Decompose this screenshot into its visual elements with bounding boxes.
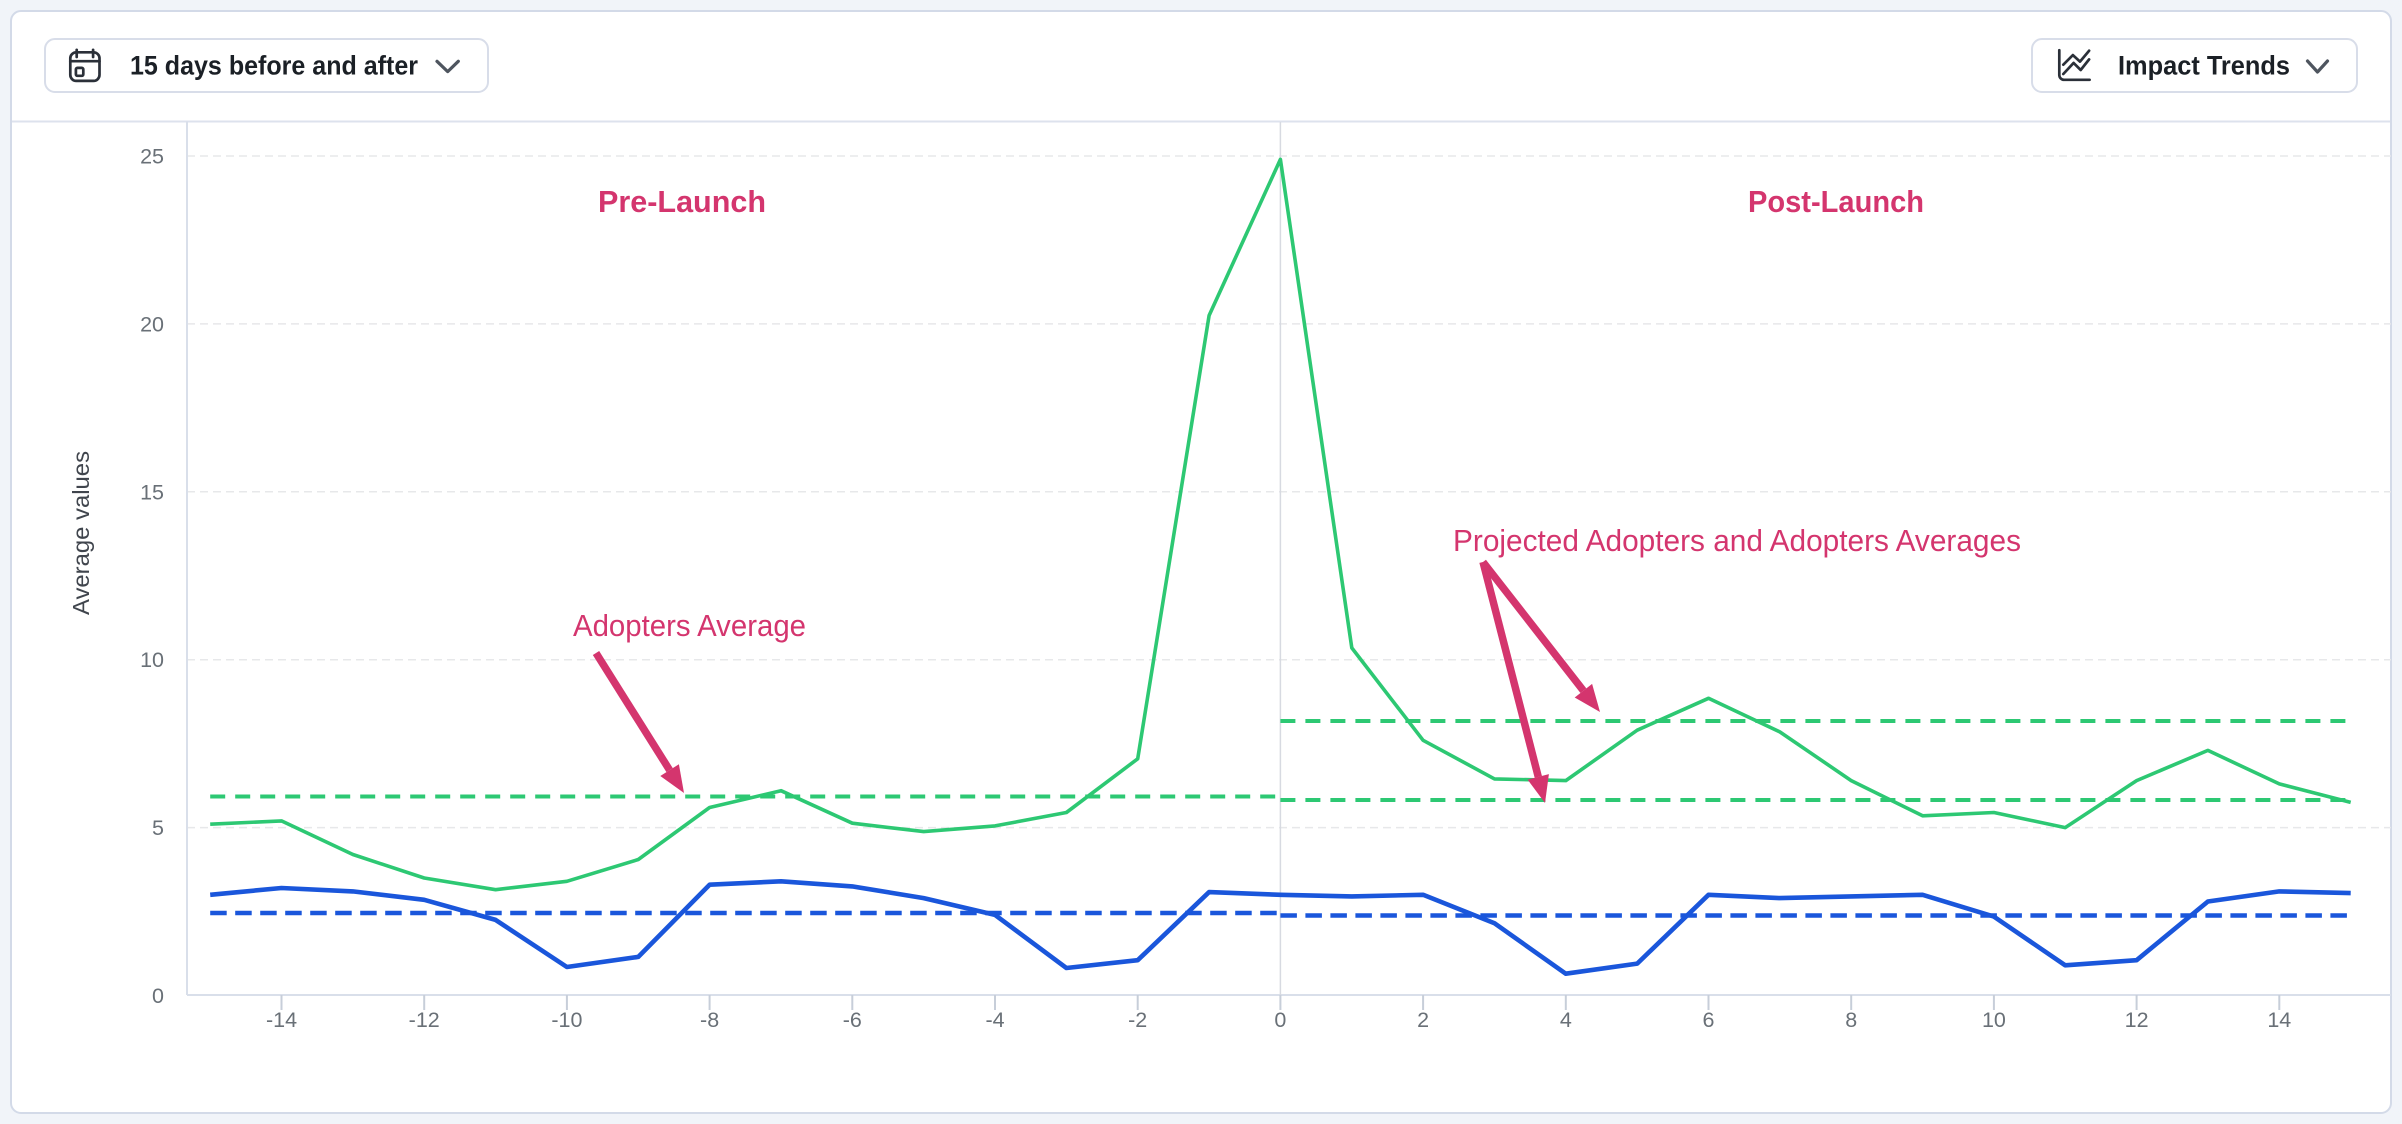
svg-text:20: 20: [140, 312, 164, 336]
svg-text:0: 0: [152, 984, 164, 1008]
svg-text:-8: -8: [700, 1008, 719, 1032]
svg-text:8: 8: [1845, 1008, 1857, 1032]
svg-text:10: 10: [1982, 1008, 2006, 1032]
svg-text:6: 6: [1703, 1008, 1715, 1032]
svg-text:-4: -4: [985, 1008, 1004, 1032]
svg-text:Projected Adopters and Adopter: Projected Adopters and Adopters Averages: [1453, 523, 2021, 558]
svg-text:-10: -10: [551, 1008, 582, 1032]
svg-text:-14: -14: [266, 1008, 297, 1032]
svg-text:15: 15: [140, 480, 164, 504]
svg-text:2: 2: [1417, 1008, 1429, 1032]
svg-text:Average values: Average values: [68, 451, 94, 615]
svg-text:15 days before and after: 15 days before and after: [130, 51, 418, 81]
svg-text:-2: -2: [1128, 1008, 1147, 1032]
svg-text:Pre-Launch: Pre-Launch: [598, 184, 766, 219]
svg-text:4: 4: [1560, 1008, 1572, 1032]
svg-text:0: 0: [1274, 1008, 1286, 1032]
svg-text:12: 12: [2125, 1008, 2149, 1032]
svg-text:-12: -12: [409, 1008, 440, 1032]
svg-text:14: 14: [2267, 1008, 2291, 1032]
svg-text:Impact Trends: Impact Trends: [2118, 51, 2290, 81]
svg-text:-6: -6: [843, 1008, 862, 1032]
svg-text:25: 25: [140, 145, 164, 169]
svg-text:Adopters Average: Adopters Average: [573, 608, 806, 643]
svg-text:10: 10: [140, 648, 164, 672]
svg-text:5: 5: [152, 816, 164, 840]
svg-text:Post-Launch: Post-Launch: [1748, 184, 1924, 219]
